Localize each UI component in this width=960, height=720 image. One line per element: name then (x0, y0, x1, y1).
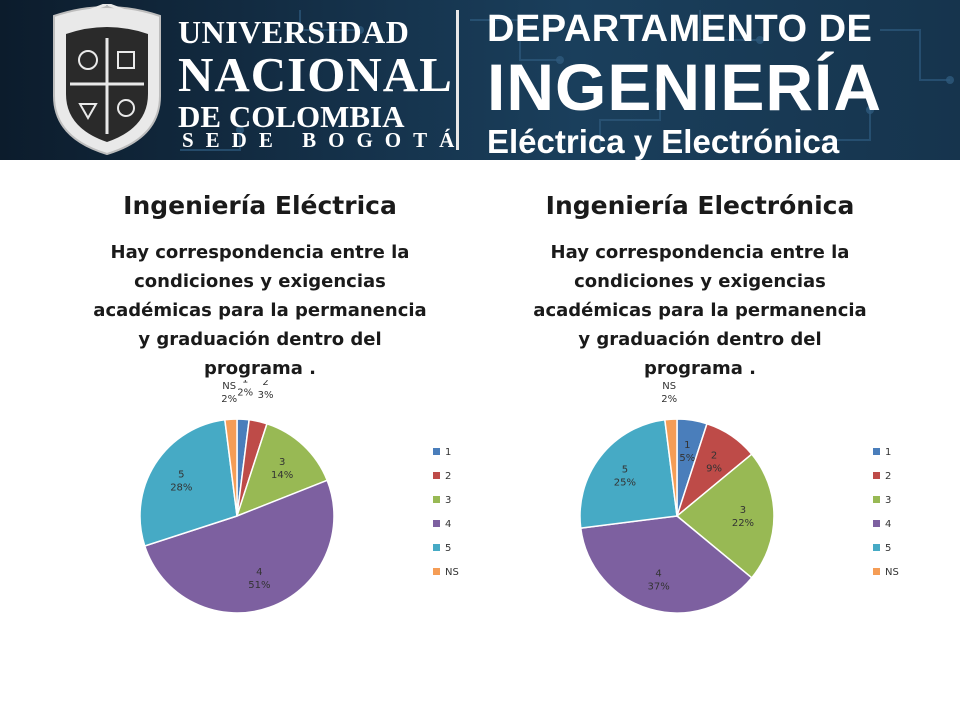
slice-percent-label: 2% (237, 387, 253, 398)
pie-slice-4 (579, 515, 753, 614)
legend-label: 1 (445, 447, 451, 458)
legend-label: 5 (445, 543, 451, 554)
legend-swatch-ns (873, 568, 880, 575)
slice-percent-label: 3% (258, 390, 274, 401)
department-name: DEPARTAMENTO DE INGENIERÍA Eléctrica y E… (487, 6, 882, 160)
circuit-pattern (180, 10, 954, 151)
panel-title: Ingeniería Electrónica (545, 191, 855, 220)
legend-swatch-1 (433, 448, 440, 455)
legend-label: 4 (885, 519, 891, 530)
slice-category-label: 4 (655, 568, 661, 579)
legend-swatch-2 (873, 472, 880, 479)
panel-electronica: Ingeniería Electrónica Hay correspondenc… (500, 186, 900, 383)
legend-swatch-4 (873, 520, 880, 527)
slice-category-label: 1 (242, 380, 248, 385)
legend-label: 3 (445, 495, 451, 506)
university-name: UNIVERSIDAD NACIONAL DE COLOMBIA (178, 14, 453, 134)
legend-swatch-2 (433, 472, 440, 479)
pie-chart-electronica: 1 5% 2 9% 3 22% 4 37% 5 25% NS 2% 1 2 3 4 5 NS (560, 380, 920, 625)
header-banner: UNIVERSIDAD NACIONAL DE COLOMBIA SEDE BO… (0, 0, 960, 160)
slice-percent-label: 22% (732, 518, 754, 529)
slice-category-label: 5 (622, 465, 628, 476)
slice-percent-label: 51% (248, 580, 270, 591)
legend-swatch-3 (873, 496, 880, 503)
legend-label: 4 (445, 519, 451, 530)
legend-swatch-ns (433, 568, 440, 575)
pie-slice-3 (235, 422, 329, 518)
panel-question: Hay correspondencia entre la condiciones… (533, 242, 867, 379)
legend-label: NS (445, 567, 459, 578)
university-seal-icon (53, 4, 161, 156)
pie-slice-3 (675, 453, 775, 579)
legend-label: 3 (885, 495, 891, 506)
legend-swatch-4 (433, 520, 440, 527)
slice-category-label: 4 (256, 567, 262, 578)
legend-label: 2 (885, 471, 891, 482)
panel-electrica: Ingeniería Eléctrica Hay correspondencia… (60, 186, 460, 383)
legend-swatch-5 (433, 544, 440, 551)
slice-percent-label: 2% (221, 394, 237, 405)
university-line-2: NACIONAL (178, 47, 453, 102)
pie-slice-4 (143, 479, 335, 614)
legend-label: 2 (445, 471, 451, 482)
legend-swatch-1 (873, 448, 880, 455)
legend-swatch-3 (433, 496, 440, 503)
department-line-1: DEPARTAMENTO DE (487, 8, 873, 50)
slice-category-label: 2 (262, 380, 268, 388)
banner-divider (456, 10, 459, 150)
slice-percent-label: 28% (170, 483, 192, 494)
pie-chart-svg: 1 5% 2 9% 3 22% 4 37% 5 25% NS 2% 1 2 3 4 5 NS (579, 381, 899, 614)
slice-category-label: NS (222, 381, 236, 392)
department-line-3: Eléctrica y Electrónica (487, 123, 840, 160)
university-line-3: DE COLOMBIA (178, 99, 405, 134)
slice-percent-label: 25% (614, 478, 636, 489)
slice-percent-label: 14% (271, 470, 293, 481)
university-line-1: UNIVERSIDAD (178, 14, 410, 50)
slice-category-label: 3 (279, 457, 285, 468)
pie-slice-ns (664, 418, 678, 517)
panel-title: Ingeniería Eléctrica (123, 191, 397, 220)
legend-label: 1 (885, 447, 891, 458)
university-sede: SEDE BOGOTÁ (182, 128, 467, 152)
pie-slice-5 (579, 418, 678, 529)
legend-swatch-5 (873, 544, 880, 551)
slice-percent-label: 9% (706, 463, 722, 474)
pie-slice-5 (139, 418, 238, 547)
slice-category-label: 1 (684, 440, 690, 451)
panel-question: Hay correspondencia entre la condiciones… (93, 242, 427, 379)
legend-label: NS (885, 567, 899, 578)
department-line-2: INGENIERÍA (487, 50, 883, 124)
slice-percent-label: 5% (679, 453, 695, 464)
pie-slice-ns (224, 418, 238, 517)
slice-category-label: 2 (711, 450, 717, 461)
slice-percent-label: 2% (661, 394, 677, 405)
slice-category-label: 5 (178, 470, 184, 481)
slice-percent-label: 37% (647, 581, 669, 592)
slice-category-label: NS (662, 381, 676, 392)
slice-category-label: 3 (740, 505, 746, 516)
legend-label: 5 (885, 543, 891, 554)
